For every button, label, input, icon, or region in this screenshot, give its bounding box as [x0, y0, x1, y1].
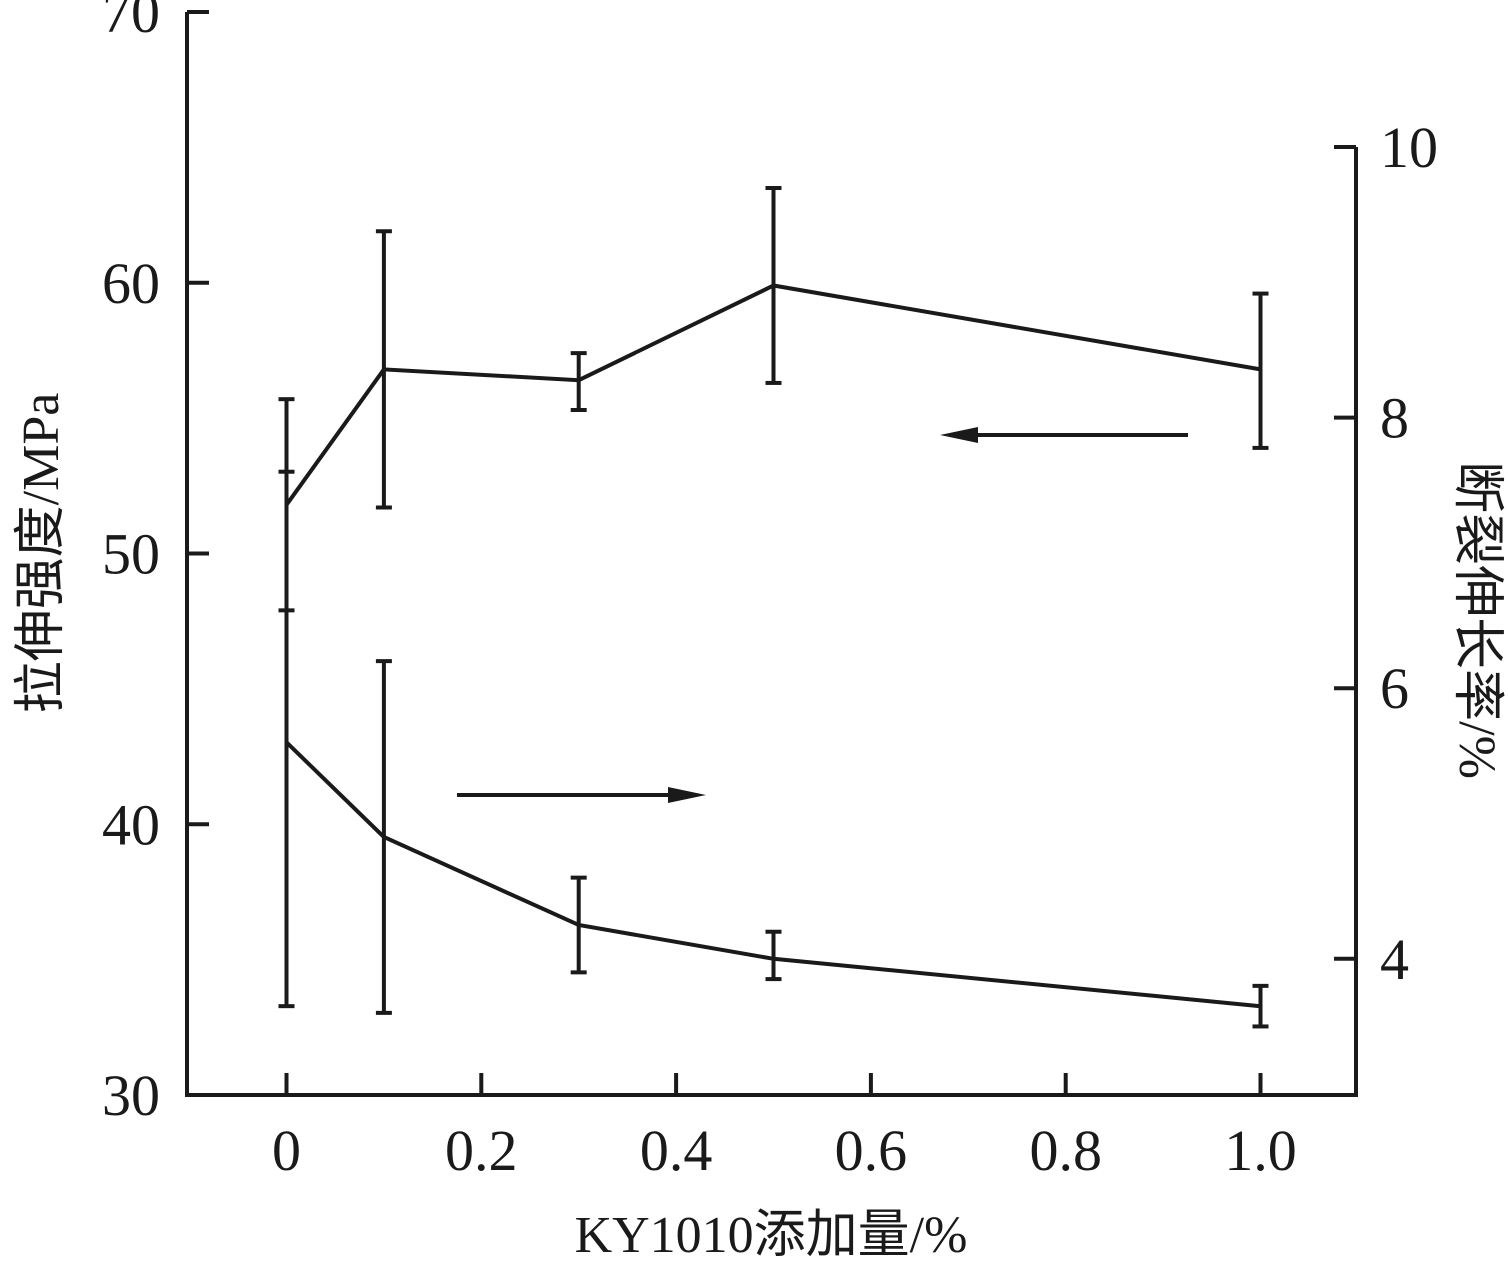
x-tick-label: 0.4 — [640, 1118, 713, 1183]
right-y-tick-label: 8 — [1380, 386, 1409, 451]
arrow-layer — [457, 427, 1188, 803]
left-y-axis-ticks: 30 40 50 60 70 — [102, 0, 209, 1128]
left-arrow-indicator — [940, 427, 1188, 443]
x-axis-ticks: 0 0.2 0.4 0.6 0.8 1.0 — [272, 1073, 1297, 1183]
left-y-tick-label: 60 — [102, 251, 160, 316]
right-y-axis-title: 断裂伸长率/% — [1448, 461, 1505, 779]
x-tick-label: 0 — [272, 1118, 301, 1183]
left-y-tick-label: 50 — [102, 522, 160, 587]
right-y-tick-label: 6 — [1380, 656, 1409, 721]
right-y-tick-label: 10 — [1380, 115, 1438, 180]
x-axis-title: KY1010添加量/% — [575, 1207, 968, 1262]
x-tick-label: 0.2 — [445, 1118, 518, 1183]
left-y-tick-label: 40 — [102, 792, 160, 857]
x-tick-label: 0.8 — [1029, 1118, 1102, 1183]
left-y-tick-label: 70 — [102, 0, 160, 45]
right-arrow-indicator — [457, 787, 706, 803]
left-y-tick-label: 30 — [102, 1063, 160, 1128]
series-layer — [278, 185, 1269, 1029]
right-y-axis-ticks: 4 6 8 10 — [1334, 115, 1438, 992]
left-y-axis-title: 拉伸强度/MPa — [13, 393, 70, 714]
x-tick-label: 0.6 — [835, 1118, 908, 1183]
right-y-tick-label: 4 — [1380, 927, 1409, 992]
x-tick-label: 1.0 — [1224, 1118, 1297, 1183]
